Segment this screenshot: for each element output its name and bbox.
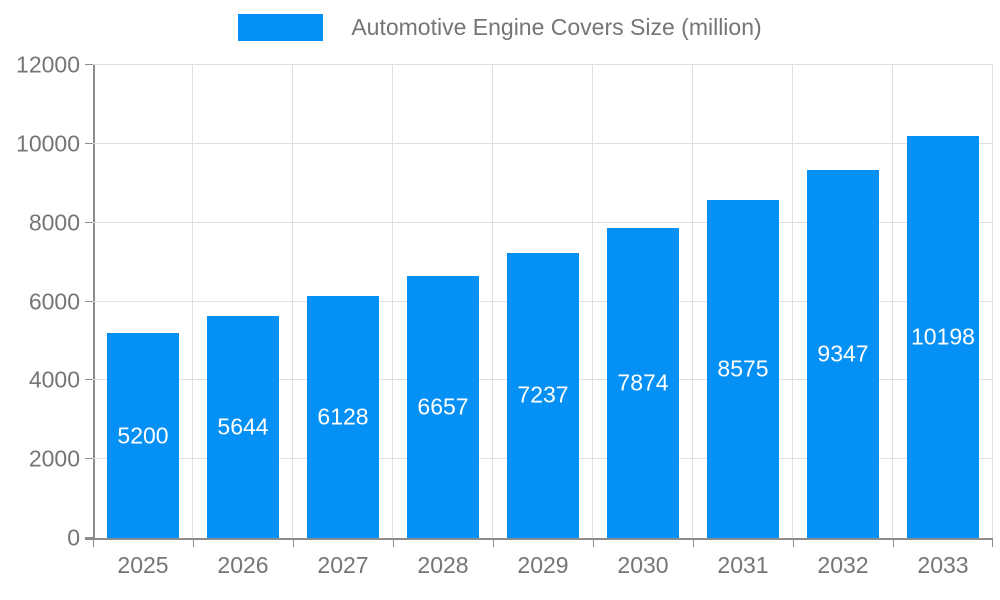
x-tick-label-2027: 2027 xyxy=(317,552,369,578)
y-axis-labels: 0 2000 4000 6000 8000 10000 12000 xyxy=(0,52,80,551)
x-tick xyxy=(593,540,594,547)
legend-label: Automotive Engine Covers Size (million) xyxy=(351,14,762,40)
y-tick-label: 4000 xyxy=(28,366,80,393)
v-gridline xyxy=(892,65,893,538)
h-gridline xyxy=(93,64,993,65)
y-tick-label: 0 xyxy=(67,524,80,551)
bar-2031[interactable]: 8575 xyxy=(707,200,779,538)
y-tick xyxy=(85,537,93,538)
bar-value-label: 5644 xyxy=(217,413,269,440)
x-tick xyxy=(293,540,294,547)
y-tick xyxy=(85,458,93,460)
v-gridline xyxy=(692,65,693,538)
bar-2032[interactable]: 9347 xyxy=(807,169,879,538)
v-gridline xyxy=(992,65,993,538)
bar-2033[interactable]: 10198 xyxy=(907,136,979,538)
h-gridline xyxy=(93,142,993,144)
v-gridline xyxy=(792,65,793,538)
v-gridline xyxy=(392,65,393,538)
y-tick-label: 8000 xyxy=(28,209,80,236)
y-tick-label: 2000 xyxy=(28,445,80,472)
bar-value-label: 10198 xyxy=(911,323,975,350)
x-tick xyxy=(992,540,993,547)
bar-value-label: 8575 xyxy=(717,355,769,382)
bar-value-label: 7874 xyxy=(617,369,669,396)
y-axis-line xyxy=(93,65,95,538)
v-gridline xyxy=(292,65,293,538)
y-tick xyxy=(85,142,93,144)
bar-2030[interactable]: 7874 xyxy=(607,227,679,538)
x-tick-label-2032: 2032 xyxy=(817,552,869,578)
y-tick-label: 6000 xyxy=(28,288,80,314)
plot-area: 5200 5644 6128 6657 7237 7874 8575 9347 10198 xyxy=(85,64,993,547)
y-tick-label: 12000 xyxy=(16,51,80,78)
bar-2027[interactable]: 6128 xyxy=(307,296,379,538)
x-tick xyxy=(93,540,94,547)
x-tick-label-2030: 2030 xyxy=(617,552,669,578)
y-tick-label: 10000 xyxy=(16,130,80,157)
x-tick-label-2033: 2033 xyxy=(917,552,969,578)
legend-swatch xyxy=(238,14,324,41)
x-tick xyxy=(893,540,894,547)
bar-2029[interactable]: 7237 xyxy=(507,252,579,538)
x-axis-labels: 2025 2026 2027 2028 2029 2030 2031 2032 2033 xyxy=(93,552,993,586)
h-gridline xyxy=(93,221,993,223)
x-tick xyxy=(493,540,494,547)
x-tick xyxy=(793,540,794,547)
bar-2025[interactable]: 5200 xyxy=(107,333,179,538)
x-tick xyxy=(193,540,194,547)
legend[interactable]: Automotive Engine Covers Size (million) xyxy=(0,14,1000,41)
x-tick-label-2028: 2028 xyxy=(417,552,469,578)
x-axis-line xyxy=(85,538,993,540)
bar-value-label: 9347 xyxy=(817,340,869,367)
y-tick xyxy=(85,379,93,381)
v-gridline xyxy=(192,65,193,538)
bar-2028[interactable]: 6657 xyxy=(407,275,479,538)
x-tick-label-2026: 2026 xyxy=(217,552,269,578)
y-tick xyxy=(85,64,93,65)
bar-2026[interactable]: 5644 xyxy=(207,315,279,538)
v-gridline xyxy=(492,65,493,538)
x-tick-label-2031: 2031 xyxy=(717,552,769,578)
x-tick xyxy=(693,540,694,547)
x-tick-label-2025: 2025 xyxy=(117,552,169,578)
v-gridline xyxy=(592,65,593,538)
y-tick xyxy=(85,300,93,302)
bar-value-label: 5200 xyxy=(117,422,169,449)
bar-value-label: 6128 xyxy=(317,403,369,430)
x-tick xyxy=(393,540,394,547)
y-tick xyxy=(85,221,93,223)
bar-value-label: 6657 xyxy=(417,393,469,420)
x-tick-label-2029: 2029 xyxy=(517,552,569,578)
bar-value-label: 7237 xyxy=(517,381,569,408)
